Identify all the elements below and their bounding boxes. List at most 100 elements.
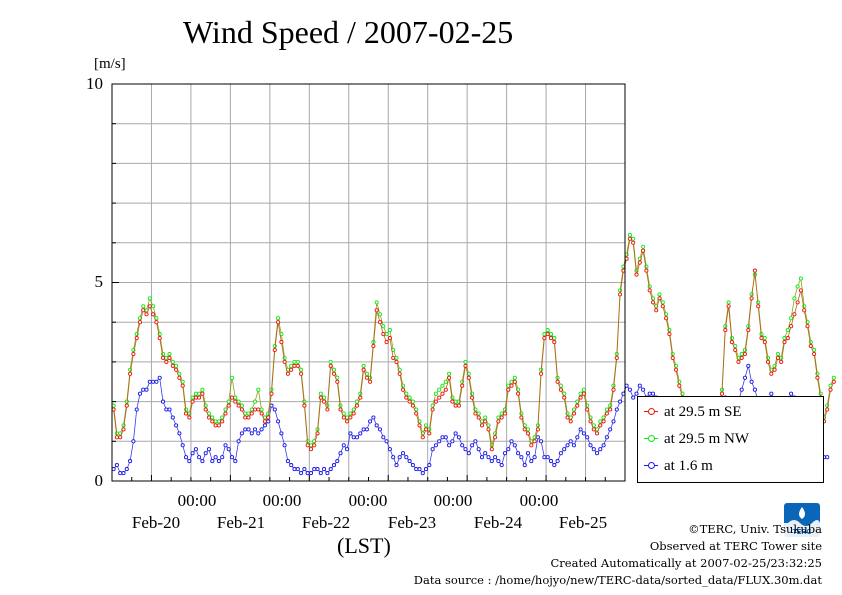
data-point (381, 332, 386, 337)
data-point (233, 459, 238, 464)
data-point (447, 375, 452, 380)
data-point (516, 391, 521, 396)
data-point (118, 435, 123, 440)
data-point (657, 292, 662, 297)
data-point (522, 463, 527, 468)
data-point (453, 399, 458, 404)
x-date-label: Feb-25 (558, 513, 608, 532)
data-point (295, 467, 300, 472)
data-point (328, 467, 333, 472)
data-point (749, 379, 754, 384)
data-point (637, 260, 642, 265)
data-point (423, 427, 429, 432)
data-point (581, 387, 586, 392)
data-point (631, 240, 636, 245)
data-point (151, 304, 156, 309)
data-point (236, 399, 241, 404)
data-point (164, 407, 169, 412)
data-point (180, 443, 185, 448)
data-point (578, 395, 583, 400)
data-point (831, 379, 836, 384)
data-point (312, 467, 317, 472)
data-point (802, 308, 807, 313)
data-point (512, 379, 517, 384)
data-point (374, 423, 379, 428)
data-point (460, 443, 465, 448)
data-point (608, 407, 613, 412)
data-point (604, 411, 609, 416)
data-point (183, 411, 189, 416)
data-point (141, 304, 146, 309)
data-point (423, 423, 429, 428)
data-point (519, 455, 524, 460)
legend-item-se: at 29.5 m SE (644, 402, 742, 422)
data-point (664, 316, 669, 321)
data-point (594, 431, 600, 436)
data-point (160, 399, 166, 404)
data-point (522, 427, 527, 432)
data-point (756, 304, 761, 309)
data-point (361, 367, 366, 372)
data-point (535, 427, 540, 432)
data-point (476, 415, 481, 420)
data-point (229, 395, 235, 400)
data-point (548, 336, 554, 341)
data-point (565, 415, 570, 420)
data-point (259, 427, 264, 432)
data-point (361, 427, 366, 432)
data-point (114, 463, 119, 468)
data-point (341, 415, 346, 420)
data-point (220, 455, 225, 460)
data-point (157, 336, 162, 341)
data-point (433, 391, 438, 396)
data-point (384, 340, 389, 345)
data-point (226, 403, 231, 408)
data-point (746, 328, 751, 333)
data-point (338, 407, 343, 412)
data-point (312, 443, 317, 448)
data-point (476, 447, 481, 452)
data-point (673, 367, 679, 372)
data-point (200, 391, 205, 396)
data-point (581, 431, 586, 436)
data-point (719, 391, 725, 396)
data-point (351, 435, 356, 440)
data-point (180, 383, 185, 388)
data-point (785, 336, 790, 341)
data-point (167, 407, 172, 412)
data-point (394, 463, 399, 468)
data-point (496, 459, 501, 464)
data-point (407, 459, 412, 464)
data-point (575, 435, 580, 440)
data-point (137, 391, 143, 396)
data-point (397, 371, 402, 376)
data-point (506, 387, 511, 392)
data-point (578, 391, 583, 396)
data-point (305, 443, 310, 448)
data-point (348, 415, 353, 420)
data-point (825, 455, 830, 460)
data-point (677, 383, 682, 388)
data-point (532, 455, 537, 460)
data-point (279, 340, 284, 345)
data-point (746, 363, 751, 368)
data-point (328, 363, 333, 368)
data-point (354, 403, 360, 408)
data-point (440, 383, 445, 388)
data-point (831, 375, 836, 380)
data-point (552, 463, 557, 468)
data-point (239, 403, 244, 408)
data-point (328, 359, 333, 364)
data-point (151, 312, 156, 317)
data-point (568, 439, 573, 444)
data-point (483, 419, 488, 424)
data-point (318, 471, 323, 476)
data-point (736, 359, 741, 364)
data-point (170, 363, 175, 368)
data-point (483, 451, 488, 456)
data-point (322, 395, 327, 400)
data-point (410, 399, 415, 404)
data-point (190, 395, 195, 400)
x-date-label: Feb-20 (131, 513, 181, 532)
